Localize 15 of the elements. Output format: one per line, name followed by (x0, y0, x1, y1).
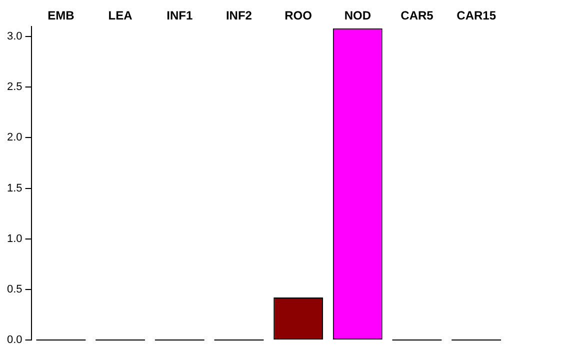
x-tick-label: ROO (284, 8, 312, 23)
x-tick-label: INF1 (166, 8, 193, 23)
y-tick-label: 1.0 (6, 232, 22, 245)
x-tick-label: LEA (108, 8, 133, 23)
y-tick-label: 0.5 (6, 283, 22, 296)
x-tick-label: CAR5 (400, 8, 434, 23)
x-tick-label: EMB (48, 8, 75, 23)
x-tick-label: CAR15 (456, 8, 496, 23)
y-tick-label: 2.0 (6, 132, 22, 144)
x-tick-label: INF2 (226, 8, 252, 23)
y-tick-label: 3.0 (6, 30, 22, 43)
x-tick-label: NOD (344, 8, 372, 23)
y-tick-label: 2.5 (6, 81, 22, 94)
y-tick-label: 0.0 (6, 334, 22, 346)
y-tick-label: 1.5 (6, 182, 22, 194)
